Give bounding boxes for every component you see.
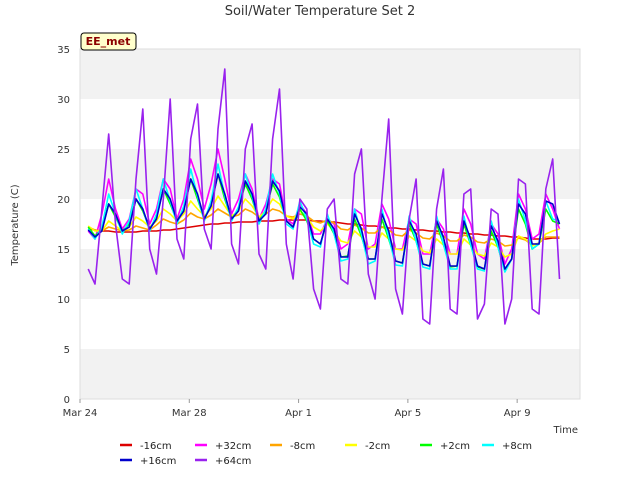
y-tick-label: 20 (57, 195, 70, 206)
badge: EE_met (80, 32, 137, 51)
x-tick-label: Apr 1 (285, 408, 312, 419)
legend-item: +16cm (120, 456, 176, 467)
y-axis-label: Temperature (C) (10, 184, 21, 266)
legend-item: -16cm (120, 441, 172, 452)
y-tick-label: 5 (64, 345, 70, 356)
x-tick-label: Apr 5 (394, 408, 421, 419)
y-tick-label: 10 (57, 295, 70, 306)
legend-label: -8cm (290, 441, 315, 452)
legend-label: +32cm (215, 441, 251, 452)
grid-band (80, 149, 580, 199)
x-axis-ticks: Mar 24 Mar 28 Apr 1 Apr 5 Apr 9 (63, 399, 531, 419)
chart-title: Soil/Water Temperature Set 2 (225, 4, 416, 19)
legend-item: +8cm (482, 441, 532, 452)
legend-label: +2cm (440, 441, 470, 452)
y-tick-label: 15 (57, 245, 70, 256)
series-line--8cm (87, 208, 560, 247)
grid-band (80, 49, 580, 99)
series-lines (87, 68, 561, 325)
legend-item: +32cm (195, 441, 251, 452)
legend-label: +64cm (215, 456, 251, 467)
plot-frame (79, 48, 581, 400)
legend-label: -16cm (140, 441, 172, 452)
x-tick-label: Mar 28 (172, 408, 207, 419)
grid-band (80, 249, 580, 299)
legend-item: -8cm (270, 441, 315, 452)
legend-label: -2cm (365, 441, 390, 452)
badge-label: EE_met (86, 35, 131, 48)
legend-item: -2cm (345, 441, 390, 452)
x-axis-label: Time (553, 425, 578, 436)
series-line-+16cm (87, 173, 561, 270)
grid-band (80, 99, 580, 149)
y-tick-label: 30 (57, 95, 70, 106)
y-tick-label: 35 (57, 45, 70, 56)
legend-label: +8cm (502, 441, 532, 452)
legend-item: +64cm (195, 456, 251, 467)
legend-label: +16cm (140, 456, 176, 467)
y-tick-label: 25 (57, 145, 70, 156)
x-tick-label: Mar 24 (63, 408, 98, 419)
grid-band (80, 349, 580, 399)
badge-box (80, 32, 137, 51)
series-line-+64cm (87, 68, 561, 325)
legend-item: +2cm (420, 441, 470, 452)
y-axis-ticks: 0 5 10 15 20 25 30 35 (57, 45, 70, 406)
y-tick-label: 0 (64, 395, 70, 406)
x-tick-label: Apr 9 (504, 408, 531, 419)
legend: -16cm +32cm -8cm -2cm +2cm +8cm +16cm +64cm (120, 441, 532, 467)
grid-band (80, 299, 580, 349)
